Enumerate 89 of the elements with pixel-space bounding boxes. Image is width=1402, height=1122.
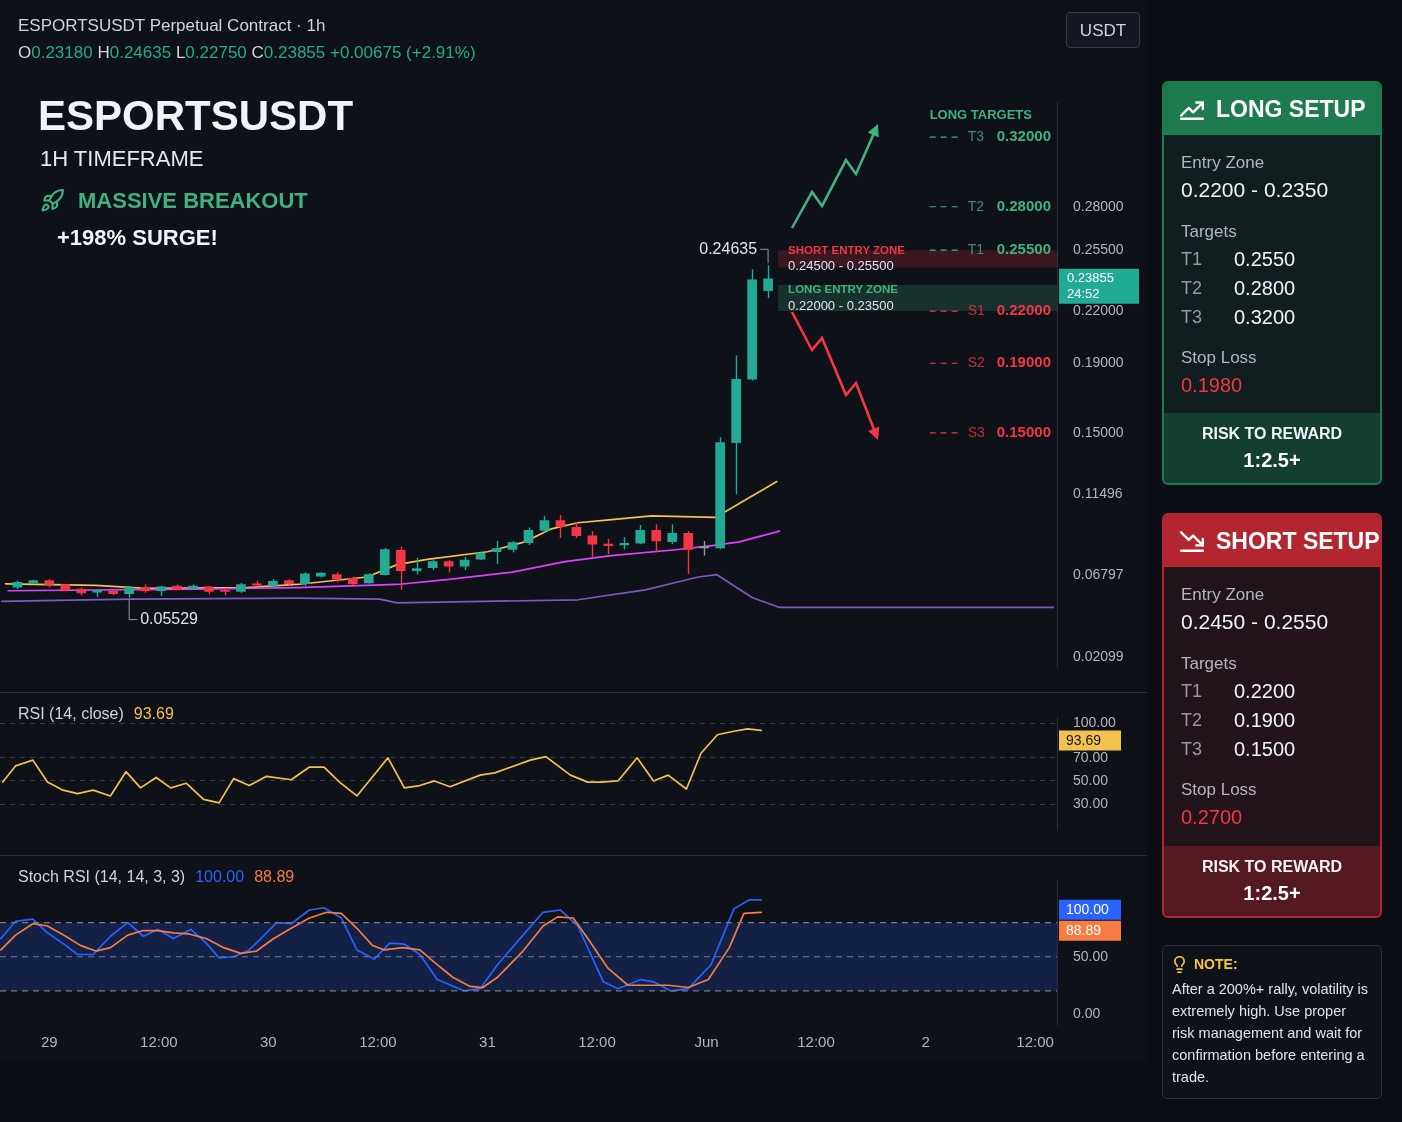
- text: T3: [1181, 307, 1203, 328]
- annotation: MASSIVE BREAKOUT: [78, 188, 308, 214]
- text: 0.1980: [1181, 374, 1243, 397]
- y-tick-label: 0.28000: [1073, 197, 1124, 214]
- text: 0.2450 - 0.2550: [1181, 610, 1329, 634]
- text: USDT: [1078, 21, 1128, 41]
- ref-line-label: S3 0.15000: [967, 422, 1051, 440]
- text: ESPORTSUSDT Perpetual Contract · 1h: [18, 16, 326, 36]
- band-label: LONG ENTRY ZONE 0.22000 - 0.23500: [788, 283, 899, 313]
- chart-title: ESPORTSUSDT: [38, 92, 354, 140]
- y-tick-label: 0.06797: [1073, 566, 1124, 583]
- y-tick-label: 30.00: [1073, 794, 1109, 811]
- y-tick-label: 70.00: [1073, 748, 1109, 765]
- text: RISK TO REWARD: [1200, 425, 1344, 443]
- ref-line-label: T2 0.28000: [967, 196, 1051, 214]
- text: 0.1900: [1234, 709, 1296, 732]
- y-tick-label: 0.15000: [1073, 423, 1124, 440]
- candlestick: [555, 514, 566, 539]
- y-tick-label: 50.00: [1073, 771, 1109, 788]
- x-tick-label: 12:00: [359, 1033, 397, 1051]
- candlestick: [651, 523, 662, 553]
- y-tick-label: 0.22000: [1073, 301, 1124, 318]
- x-tick-label: Jun: [694, 1033, 719, 1051]
- ref-line-label: S2 0.19000: [967, 353, 1051, 371]
- ref-line-label: S1 0.22000: [967, 301, 1051, 319]
- annotation: 93.69: [133, 705, 174, 722]
- text: T2: [1181, 278, 1203, 299]
- annotation: LONG TARGETS: [929, 106, 1033, 122]
- y-tick-label: 0.25500: [1073, 241, 1124, 258]
- text: 1H TIMEFRAME: [40, 146, 204, 172]
- chart-title: Stoch RSI (14, 14, 3, 3): [18, 868, 186, 885]
- y-tick-label: 0.02099: [1073, 648, 1124, 665]
- text: T2: [1181, 710, 1203, 731]
- candlestick: [587, 530, 598, 558]
- text: 0.2800: [1234, 277, 1296, 300]
- text: 88.89: [1066, 922, 1102, 939]
- text: 0.2200: [1234, 680, 1296, 703]
- text: SHORT SETUP: [1216, 528, 1380, 555]
- x-tick-label: 12:00: [1016, 1033, 1054, 1051]
- text: 0.1500: [1234, 738, 1296, 761]
- text: T3: [1181, 739, 1203, 760]
- annotation: 0.24635: [699, 239, 758, 257]
- text: Stop Loss: [1181, 780, 1257, 800]
- x-tick-label: 12:00: [578, 1033, 616, 1051]
- text: Stop Loss: [1181, 348, 1257, 368]
- text: 0.2200 - 0.2350: [1181, 178, 1329, 202]
- x-tick-label: 12:00: [140, 1033, 178, 1051]
- text: Entry Zone: [1181, 153, 1265, 173]
- candlestick: [395, 545, 406, 591]
- y-tick-label: 100.00: [1073, 714, 1117, 731]
- candlestick: [683, 530, 694, 575]
- text: 1:2.5+: [1242, 449, 1302, 472]
- annotation: +198% SURGE!: [57, 225, 218, 251]
- x-tick-label: 31: [479, 1033, 496, 1051]
- x-tick-label: 30: [260, 1033, 277, 1051]
- text: 24:52: [1067, 286, 1100, 302]
- x-tick-label: 12:00: [797, 1033, 835, 1051]
- text: O0.23180 H0.24635 L0.22750 C0.23855 +0.00675 (+2.91%): [18, 43, 476, 62]
- ref-line-label: T3 0.32000: [967, 127, 1051, 145]
- text: T1: [1181, 681, 1203, 702]
- annotation: 100.00: [195, 868, 245, 885]
- text: 1:2.5+: [1242, 882, 1302, 905]
- x-tick-label: 29: [40, 1033, 58, 1051]
- text: 0.2550: [1234, 248, 1296, 271]
- annotation: 88.89: [254, 868, 295, 885]
- x-tick-label: 2: [921, 1033, 930, 1051]
- candlestick: [667, 523, 678, 545]
- text: 0.23855: [1067, 270, 1114, 286]
- band-label: SHORT ENTRY ZONE 0.24500 - 0.25500: [788, 244, 906, 274]
- text: Targets: [1181, 654, 1237, 674]
- text: 0.3200: [1234, 306, 1296, 329]
- text: Targets: [1181, 222, 1237, 242]
- y-tick-label: 0.19000: [1073, 354, 1124, 371]
- y-tick-label: 0.11496: [1073, 484, 1123, 501]
- text: RISK TO REWARD: [1200, 858, 1344, 876]
- annotation: 0.05529: [140, 609, 199, 627]
- y-tick-label: 50.00: [1073, 947, 1109, 964]
- text: NOTE:: [1194, 956, 1238, 972]
- candlestick: [491, 540, 502, 565]
- ref-line-label: T1 0.25500: [967, 240, 1051, 258]
- text: Entry Zone: [1181, 585, 1265, 605]
- chart-title: RSI (14, close): [18, 705, 124, 722]
- text: T1: [1181, 249, 1203, 270]
- text: 93.69: [1066, 731, 1102, 748]
- text: After a 200%+ rally, volatility is extremely high. Use proper risk management and wait for confirmation before entering a trade.: [1172, 980, 1369, 1087]
- y-tick-label: 0.00: [1073, 1004, 1101, 1021]
- candlestick: [763, 264, 773, 299]
- text: 0.2700: [1181, 806, 1243, 829]
- text: LONG SETUP: [1216, 96, 1366, 123]
